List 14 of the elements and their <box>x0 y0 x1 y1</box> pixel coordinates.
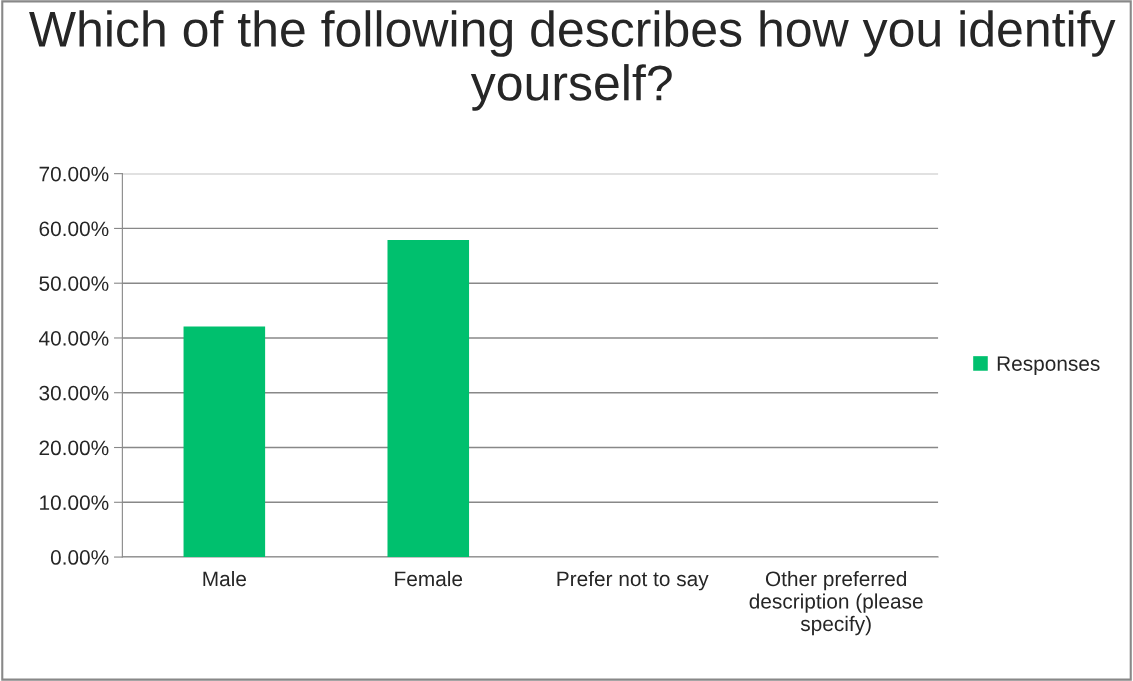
x-tick-label: Male <box>203 570 246 587</box>
y-tick-label: 60.00% <box>39 221 109 237</box>
y-tick-label: 40.00% <box>38 330 109 346</box>
legend-label: Responses <box>997 356 1100 376</box>
x-tick-label: Prefer not to say <box>557 570 709 591</box>
y-tick-label: 70.00% <box>39 166 109 182</box>
y-tick-label: 50.00% <box>39 276 109 291</box>
x-tick-label: Female <box>395 570 463 587</box>
x-tick-label: Other preferred description (please specify) <box>749 570 923 636</box>
chart-title: Which of the following describes how you identify yourself? <box>29 10 1116 111</box>
y-tick-label: 30.00% <box>39 385 109 401</box>
y-tick-label: 10.00% <box>40 495 109 511</box>
y-tick-label: 20.00% <box>39 440 109 456</box>
y-tick-label: 0.00% <box>50 550 109 565</box>
